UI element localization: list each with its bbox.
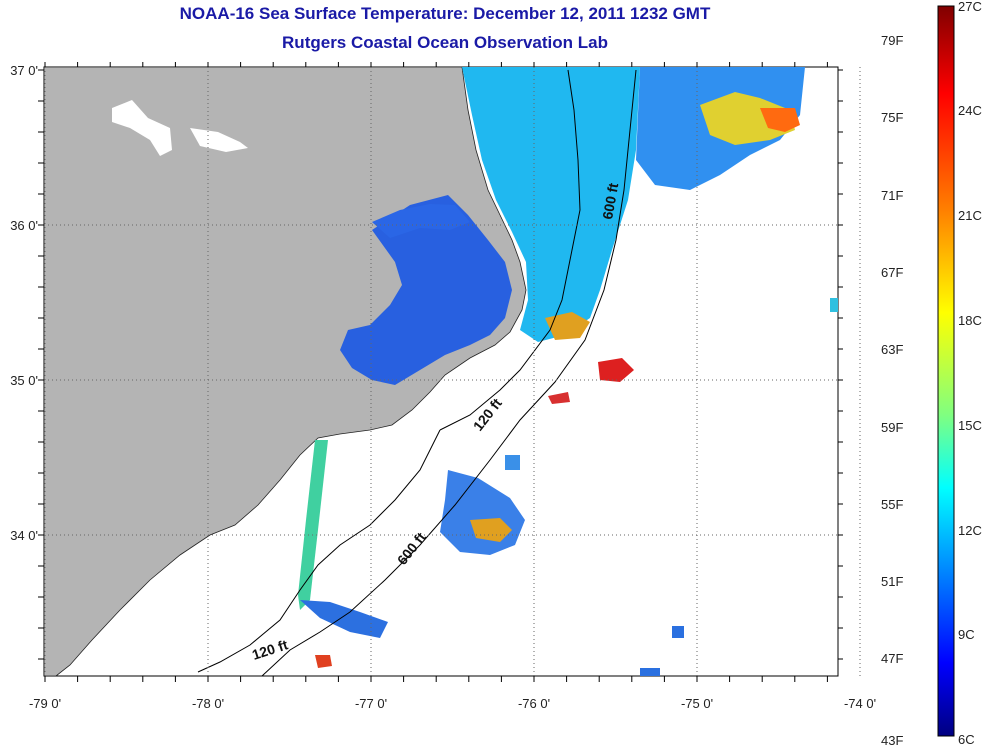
colorbar [937, 5, 955, 737]
colorbar-c-label: 6C [958, 732, 975, 747]
lon-tick-label: -79 0' [29, 696, 61, 711]
contour-600ft-north [261, 69, 637, 676]
longitude-axis: -79 0' -78 0' -77 0' -76 0' -75 0' -74 0' [29, 62, 876, 711]
sst-spot-m2 [505, 455, 520, 470]
sst-spot-e1 [830, 298, 838, 312]
colorbar-f-label: 47F [881, 651, 904, 667]
map-title: NOAA-16 Sea Surface Temperature: Decembe… [179, 4, 711, 23]
colorbar-f-label: 71F [881, 187, 904, 203]
colorbar-c-label: 24C [958, 103, 982, 118]
colorbar-f-label: 75F [881, 110, 904, 126]
lat-tick-label: 34 0' [10, 528, 38, 543]
colorbar-f-label: 63F [881, 342, 904, 358]
lat-tick-label: 36 0' [10, 218, 38, 233]
sst-warm-patch-ne [700, 92, 795, 145]
contour-120ft-south [197, 429, 441, 673]
inland-lake-2 [190, 128, 248, 152]
colorbar-f-label: 43F [881, 733, 904, 748]
lon-tick-label: -77 0' [355, 696, 387, 711]
inland-lake-1 [112, 100, 172, 156]
lon-tick-label: -76 0' [518, 696, 550, 711]
graticule [44, 67, 861, 676]
lat-tick-label: 37 0' [10, 63, 38, 78]
sst-spot-m1 [548, 392, 570, 404]
pamlico-sound [340, 195, 512, 385]
colorbar-c-label: 9C [958, 627, 975, 642]
colorbar-f-label: 55F [881, 496, 904, 512]
colorbar-f-label: 59F [881, 419, 904, 435]
sst-field-north [462, 67, 640, 342]
lat-tick-label: 35 0' [10, 373, 38, 388]
lon-tick-label: -78 0' [192, 696, 224, 711]
lon-tick-label: -75 0' [681, 696, 713, 711]
colorbar-c-label: 21C [958, 208, 982, 223]
sst-hot-patch [598, 358, 634, 382]
sst-strip-coastal [298, 440, 328, 610]
sst-patch-south-warm [470, 518, 512, 542]
colorbar-f-label: 51F [881, 574, 904, 590]
albemarle-sound [372, 204, 470, 238]
lon-tick-label: -74 0' [844, 696, 876, 711]
sst-spot-e3 [640, 668, 660, 676]
map-subtitle: Rutgers Coastal Ocean Observation Lab [282, 33, 608, 52]
colorbar-f-label: 79F [881, 33, 904, 48]
contour-label-600ft-north: 600 ft [599, 181, 621, 220]
sst-warm-core-ne [760, 108, 800, 132]
sst-patch-cape [545, 312, 590, 340]
sst-spot-sw [315, 655, 332, 668]
colorbar-f-label: 67F [881, 264, 904, 280]
sst-patch-coastal-south [300, 600, 388, 638]
colorbar-c-label: 15C [958, 418, 982, 433]
colorbar-c-label: 18C [958, 313, 982, 328]
colorbar-c-label: 27C [958, 0, 982, 14]
sst-spot-e2 [672, 626, 684, 638]
latitude-axis: 37 0' 36 0' 35 0' 34 0' [10, 63, 843, 660]
colorbar-c-label: 12C [958, 523, 982, 538]
contour-120ft-north [439, 69, 581, 431]
